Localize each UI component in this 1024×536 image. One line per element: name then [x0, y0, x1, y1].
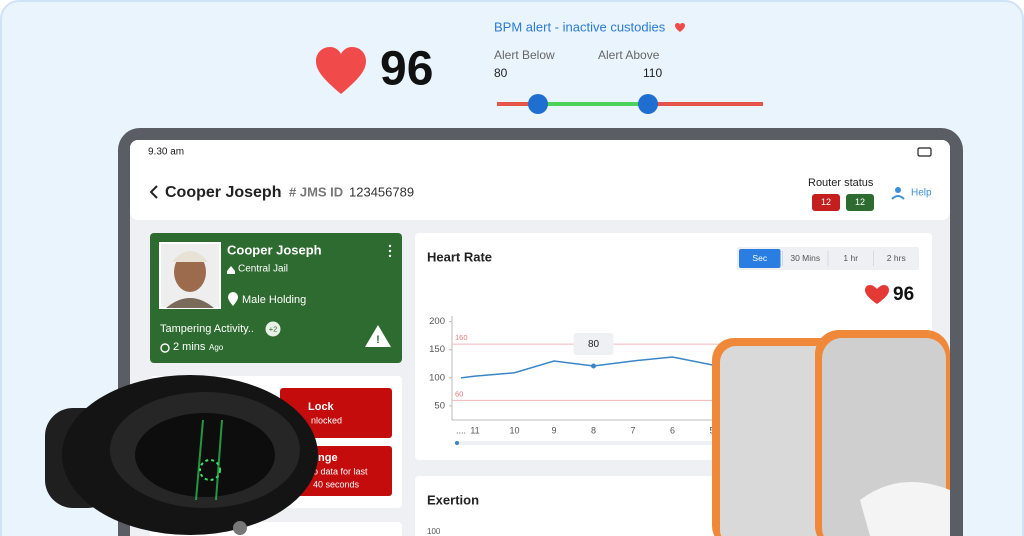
- slider-knob-below[interactable]: [528, 94, 548, 114]
- status-time: 9.30 am: [148, 147, 184, 158]
- card-name: Cooper Joseph: [227, 242, 322, 257]
- app-header: [130, 140, 950, 220]
- threshold-label: 60: [455, 389, 463, 398]
- router-value: 12: [855, 197, 865, 207]
- back-button[interactable]: [149, 185, 158, 199]
- tab-active[interactable]: [739, 249, 781, 268]
- photo-shirt: [166, 298, 214, 308]
- alert-above-value: 110: [643, 66, 662, 80]
- alert-below-label: Alert Below: [494, 48, 555, 62]
- heart-icon: [316, 47, 366, 94]
- exertion-title: Exertion: [427, 492, 479, 507]
- point-marker: [591, 363, 596, 369]
- tooltip-box: [573, 333, 614, 355]
- card-time: 2 mins: [173, 341, 206, 353]
- card-location: Central Jail: [238, 264, 288, 275]
- band-led: [199, 459, 221, 481]
- y-tick-label: 150: [429, 344, 445, 355]
- tab-group: Sec 30 Mins 1 hr 2 hrs: [739, 249, 906, 268]
- threshold-label: 160: [455, 333, 468, 342]
- header-name: Cooper Joseph: [165, 184, 281, 201]
- menu-dot[interactable]: [388, 244, 392, 248]
- menu-dot[interactable]: [388, 254, 392, 258]
- alert-title: BPM alert - inactive custodies: [494, 19, 666, 34]
- alert-below-value: 80: [494, 66, 508, 80]
- router-badge-red: [812, 194, 840, 211]
- scroll-thumb[interactable]: [455, 441, 459, 445]
- x-tick-label: 9: [551, 425, 556, 435]
- x-tick-label: 8: [591, 425, 596, 435]
- y-tick-label: 200: [429, 316, 445, 327]
- x-tick-label: 11: [470, 425, 479, 435]
- id-label: # JMS ID: [289, 184, 343, 199]
- current-bpm: 96: [893, 284, 914, 305]
- band-sensor: [135, 413, 275, 497]
- band-light: [195, 419, 204, 501]
- pin-icon: [228, 292, 238, 306]
- x-tick-label: 7: [630, 425, 635, 435]
- card-activity: Tampering Activity..: [160, 323, 254, 335]
- tab[interactable]: 30 Mins: [790, 253, 820, 263]
- y-tick-label: 50: [434, 400, 445, 411]
- activity-count: +2: [269, 324, 278, 333]
- x-tick-label: 6: [670, 425, 675, 435]
- x-tick-label: ....: [456, 425, 466, 435]
- card-ago: Ago: [209, 343, 224, 352]
- bpm-value: 96: [380, 43, 433, 96]
- chart-title: Heart Rate: [427, 249, 492, 264]
- band-screw: [233, 521, 247, 535]
- battery-icon: [917, 147, 932, 157]
- router-badge-green: [846, 194, 874, 211]
- action-title: Lock: [308, 401, 335, 413]
- activity-badge: [265, 321, 281, 337]
- router-label: Router status: [808, 177, 874, 189]
- action-detail: 40 seconds: [313, 479, 360, 489]
- help-icon[interactable]: [891, 195, 905, 200]
- action-detail: o data for last: [313, 466, 368, 476]
- tab[interactable]: 1 hr: [843, 253, 858, 263]
- cuff-tube: [860, 482, 950, 536]
- photo-cap: [172, 251, 208, 262]
- slider-knob-above[interactable]: [638, 94, 658, 114]
- heart-icon: [865, 285, 889, 304]
- y-tick-label: 100: [429, 372, 445, 383]
- tooltip-text: 80: [588, 339, 600, 350]
- warning-mark: !: [376, 334, 380, 346]
- warning-icon: [365, 325, 391, 347]
- x-tick-label: 10: [509, 425, 519, 435]
- tab[interactable]: Sec: [752, 253, 767, 263]
- router-value: 12: [821, 197, 831, 207]
- heart-rate-line: [460, 356, 713, 379]
- small-heart: [675, 23, 685, 32]
- help-icon[interactable]: [895, 187, 901, 193]
- action-title: nge: [318, 452, 338, 464]
- id-value: 123456789: [349, 184, 414, 199]
- alert-above-label: Alert Above: [598, 48, 660, 62]
- exertion-tick: 100: [427, 527, 441, 536]
- menu-dot[interactable]: [388, 249, 392, 253]
- band-light: [215, 419, 223, 501]
- home-icon: [227, 266, 235, 274]
- tab[interactable]: 2 hrs: [887, 253, 906, 263]
- card-holding: Male Holding: [242, 294, 306, 306]
- action-detail: nlocked: [311, 415, 342, 425]
- help-link[interactable]: Help: [911, 188, 932, 199]
- timer-icon: [160, 343, 170, 353]
